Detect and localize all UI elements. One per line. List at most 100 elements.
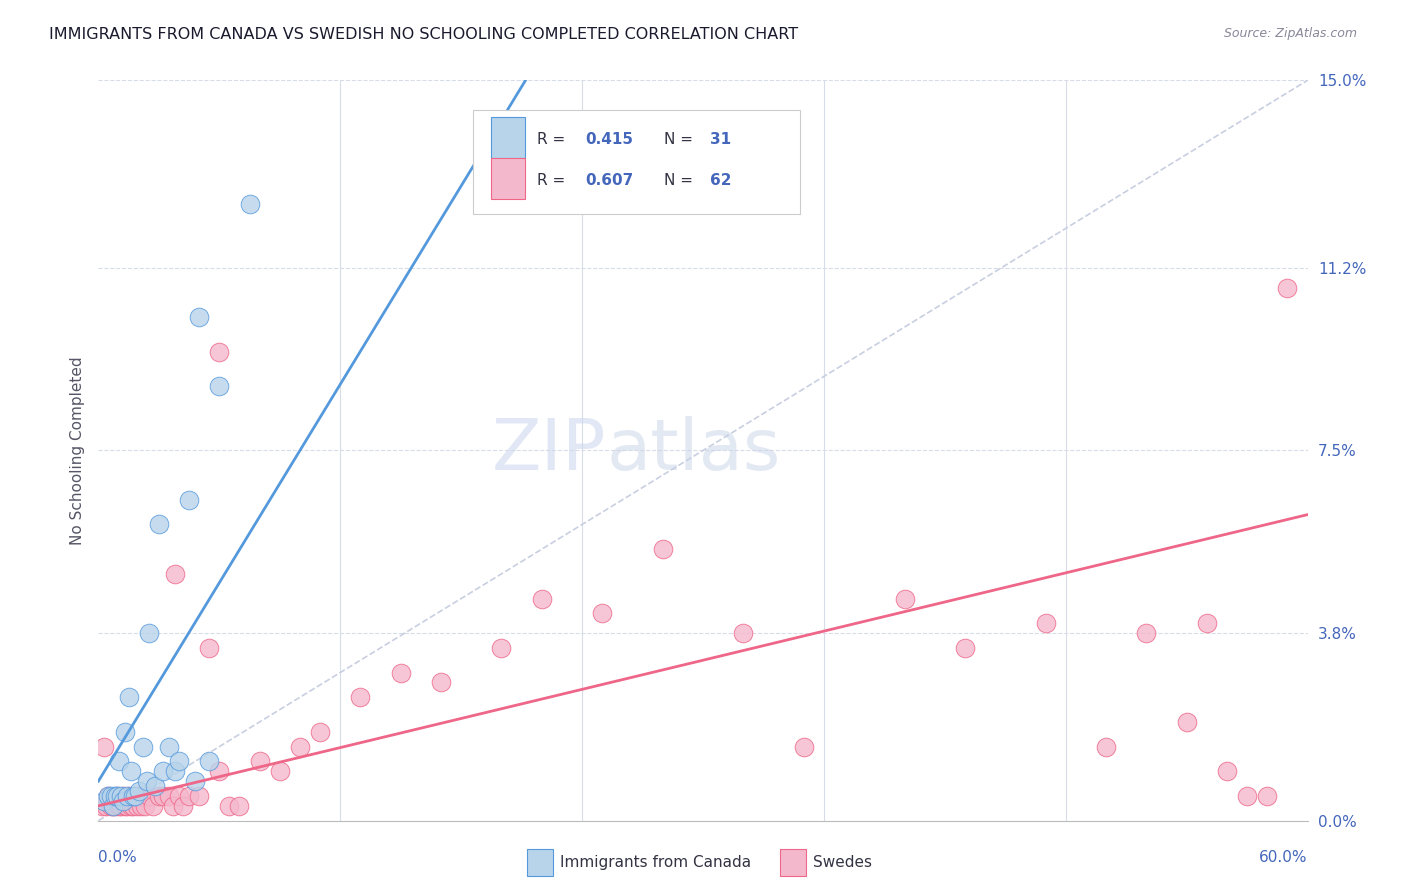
Point <box>114 724 136 739</box>
Point <box>167 789 190 803</box>
Point <box>349 690 371 705</box>
Text: ZIP: ZIP <box>492 416 606 485</box>
Point <box>1135 626 1157 640</box>
Point <box>148 789 170 803</box>
Point <box>103 798 125 813</box>
Point <box>208 764 231 779</box>
Point <box>152 764 174 779</box>
Text: 60.0%: 60.0% <box>1260 850 1308 865</box>
Point <box>163 566 186 581</box>
Point <box>793 739 815 754</box>
Point <box>172 798 194 813</box>
Point <box>100 789 122 803</box>
Point <box>148 517 170 532</box>
Point <box>105 789 128 803</box>
Point <box>124 789 146 803</box>
Text: N =: N = <box>664 132 699 147</box>
Point <box>1035 616 1057 631</box>
Point <box>138 789 160 803</box>
Point <box>114 798 136 813</box>
Point <box>125 798 148 813</box>
Point <box>309 724 332 739</box>
Point <box>163 764 186 779</box>
Point <box>97 789 120 803</box>
Point <box>110 798 132 813</box>
Point <box>107 755 129 769</box>
Point <box>1216 764 1239 779</box>
Point <box>128 784 150 798</box>
Text: Immigrants from Canada: Immigrants from Canada <box>560 855 751 870</box>
Point <box>111 789 134 803</box>
Text: 62: 62 <box>710 173 731 187</box>
Point <box>179 789 201 803</box>
Point <box>91 798 114 813</box>
Point <box>97 789 120 803</box>
Point <box>1195 616 1218 631</box>
Point <box>491 640 513 655</box>
Point <box>152 789 174 803</box>
Point <box>93 794 115 808</box>
Point <box>124 789 146 803</box>
Point <box>1256 789 1278 803</box>
Point <box>208 344 231 359</box>
Point <box>208 379 231 393</box>
Point <box>269 764 291 779</box>
Text: R =: R = <box>537 173 571 187</box>
Point <box>101 798 124 813</box>
Point <box>121 798 143 813</box>
Point <box>184 774 207 789</box>
Point <box>530 591 553 606</box>
Point <box>107 798 129 813</box>
Point <box>239 196 262 211</box>
Text: 0.607: 0.607 <box>586 173 634 187</box>
Point <box>1175 714 1198 729</box>
Point <box>93 739 115 754</box>
Point <box>733 626 755 640</box>
Point <box>121 789 143 803</box>
Point <box>157 789 180 803</box>
Point <box>96 798 118 813</box>
Point <box>128 789 150 803</box>
Point <box>132 789 155 803</box>
Point <box>430 675 453 690</box>
Point <box>143 779 166 793</box>
Point <box>101 798 124 813</box>
Text: N =: N = <box>664 173 699 187</box>
Text: IMMIGRANTS FROM CANADA VS SWEDISH NO SCHOOLING COMPLETED CORRELATION CHART: IMMIGRANTS FROM CANADA VS SWEDISH NO SCH… <box>49 27 799 42</box>
Point <box>188 310 211 325</box>
Point <box>1095 739 1118 754</box>
Point <box>1277 280 1299 294</box>
Point <box>129 798 152 813</box>
Point <box>162 798 184 813</box>
Point <box>118 690 141 705</box>
FancyBboxPatch shape <box>492 158 526 199</box>
Text: Source: ZipAtlas.com: Source: ZipAtlas.com <box>1223 27 1357 40</box>
Point <box>120 764 142 779</box>
Point <box>118 789 141 803</box>
Point <box>142 798 165 813</box>
Point <box>188 789 211 803</box>
Point <box>111 794 134 808</box>
Point <box>389 665 412 680</box>
Point <box>218 798 240 813</box>
Point <box>138 626 160 640</box>
Y-axis label: No Schooling Completed: No Schooling Completed <box>69 356 84 545</box>
Point <box>115 789 138 803</box>
Point <box>953 640 976 655</box>
Text: 0.0%: 0.0% <box>98 850 138 865</box>
Point <box>893 591 915 606</box>
Point <box>135 774 157 789</box>
Point <box>249 755 271 769</box>
Point <box>103 789 125 803</box>
Point <box>100 798 122 813</box>
FancyBboxPatch shape <box>492 118 526 158</box>
Text: atlas: atlas <box>606 416 780 485</box>
Point <box>134 798 156 813</box>
Point <box>132 739 155 754</box>
Point <box>105 789 128 803</box>
Point <box>228 798 250 813</box>
FancyBboxPatch shape <box>474 110 800 213</box>
Text: R =: R = <box>537 132 571 147</box>
Point <box>591 607 613 621</box>
Text: 31: 31 <box>710 132 731 147</box>
